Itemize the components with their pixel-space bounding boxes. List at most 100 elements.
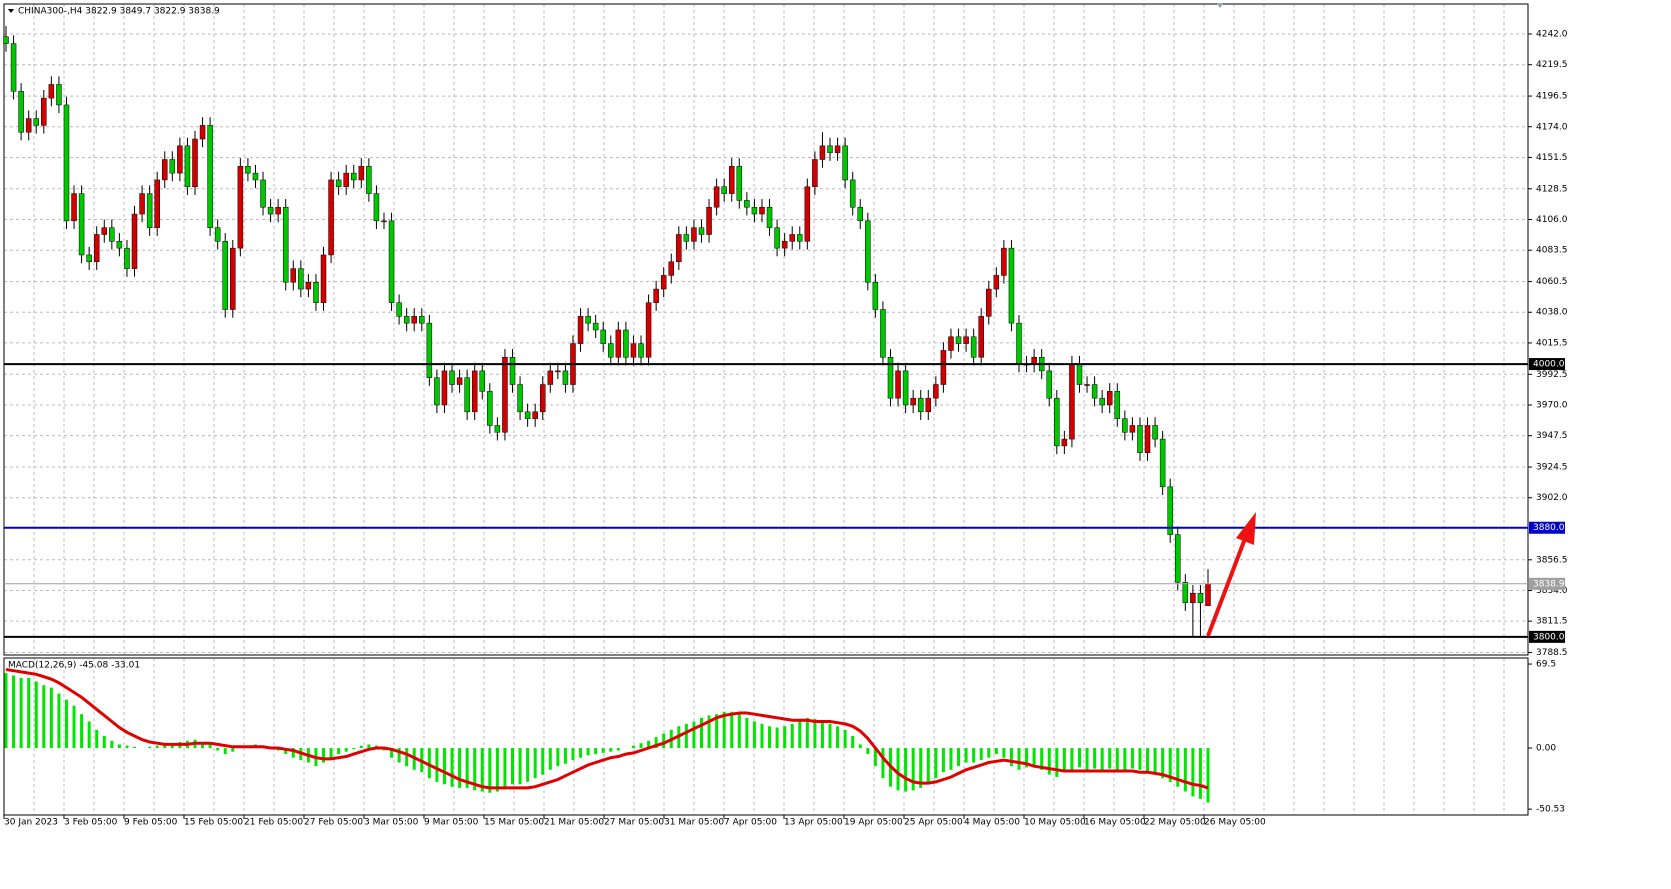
- candle-body: [366, 166, 372, 194]
- candle-body: [245, 166, 251, 174]
- candle-body: [781, 241, 788, 249]
- candle-body: [199, 125, 206, 140]
- y-tick-label: 3834.0: [1536, 586, 1568, 596]
- candle-body: [766, 206, 773, 228]
- macd-bar: [805, 717, 809, 749]
- arrow-head: [1236, 512, 1256, 545]
- macd-bar: [397, 748, 401, 763]
- macd-bar: [450, 748, 454, 787]
- candle-body: [933, 384, 939, 399]
- candle-body: [93, 234, 100, 263]
- macd-bar: [19, 677, 23, 749]
- macd-bar: [12, 675, 16, 749]
- y-tick-label: 3788.5: [1536, 648, 1568, 658]
- x-tick-label: 9 Mar 05:00: [424, 818, 479, 828]
- candle-body: [434, 377, 440, 406]
- macd-bar: [117, 744, 121, 749]
- candle-body: [774, 227, 780, 249]
- candle-body: [1091, 384, 1098, 399]
- candle-body: [970, 336, 977, 358]
- candle-body: [797, 234, 803, 242]
- candle-body: [267, 206, 274, 215]
- macd-bar: [329, 748, 333, 758]
- y-tick-label: 4060.5: [1536, 277, 1568, 287]
- candle-body: [456, 377, 463, 385]
- candle-body: [978, 316, 984, 358]
- x-tick-label: 3 Feb 05:00: [64, 818, 118, 828]
- candle-body: [290, 268, 297, 283]
- macd-bar: [601, 748, 605, 753]
- candle-body: [1001, 247, 1007, 276]
- candle-body: [275, 206, 281, 215]
- candle-body: [1046, 370, 1052, 399]
- macd-bar: [405, 748, 409, 767]
- candle-body: [343, 172, 349, 188]
- macd-bar: [1093, 748, 1097, 769]
- x-tick-label: 22 May 05:00: [1144, 818, 1206, 828]
- y-tick-label: 4219.5: [1536, 60, 1568, 70]
- macd-bar: [662, 733, 666, 749]
- candle-body: [744, 200, 750, 208]
- candle-body: [396, 302, 402, 317]
- candle-body: [577, 316, 584, 344]
- y-tick-label: 4083.5: [1536, 246, 1568, 256]
- candle-body: [600, 329, 606, 344]
- macd-bar: [284, 748, 288, 755]
- macd-bar: [102, 735, 106, 749]
- candle-body: [162, 159, 168, 181]
- macd-bar: [511, 748, 515, 785]
- candle-body: [1205, 583, 1211, 606]
- candle-body: [411, 316, 417, 324]
- macd-bar: [851, 735, 855, 749]
- y-tick-label: 4196.5: [1536, 92, 1568, 102]
- macd-bar: [72, 705, 76, 749]
- macd-bar: [1017, 748, 1021, 770]
- arrow-shaft: [1206, 535, 1248, 637]
- y-tick-label: 4174.0: [1536, 122, 1568, 132]
- candle-body: [502, 357, 508, 433]
- candle-body: [736, 166, 743, 201]
- menu-triangle[interactable]: [8, 9, 14, 13]
- macd-bar: [775, 727, 779, 749]
- candle-body: [728, 166, 735, 194]
- macd-bar: [586, 748, 590, 756]
- macd-bar: [435, 748, 439, 782]
- candle-body: [3, 36, 9, 44]
- candle-body: [154, 179, 160, 228]
- macd-bar: [1009, 748, 1013, 767]
- macd-bar: [223, 748, 227, 755]
- candle-body: [706, 206, 712, 235]
- macd-bar: [442, 748, 446, 785]
- y-tick-label: 4151.5: [1536, 153, 1568, 163]
- macd-bar: [322, 748, 326, 763]
- level-label-box: [1529, 521, 1565, 534]
- macd-bar: [1183, 748, 1187, 792]
- candle-body: [63, 104, 70, 222]
- level-label: 3800.0: [1533, 632, 1565, 642]
- candle-body: [1197, 592, 1204, 604]
- macd-bar: [768, 726, 772, 749]
- candle-body: [880, 309, 886, 358]
- candle-body: [313, 281, 319, 303]
- macd-bar: [684, 723, 688, 749]
- x-tick-label: 15 Mar 05:00: [484, 818, 544, 828]
- candle-body: [71, 193, 77, 222]
- candle-body: [78, 193, 85, 256]
- macd-bar: [548, 748, 552, 770]
- macd-bar: [790, 723, 794, 749]
- candle-body: [116, 241, 123, 249]
- candle-body: [222, 241, 228, 310]
- shift-marker[interactable]: [1216, 3, 1224, 8]
- macd-bar: [1146, 748, 1150, 773]
- macd-bar: [752, 721, 756, 749]
- macd-bar: [919, 748, 923, 788]
- macd-frame: [3, 657, 1529, 816]
- macd-bar: [556, 748, 560, 767]
- candle-body: [464, 377, 470, 413]
- candle-body: [230, 247, 236, 310]
- candle-body: [260, 179, 266, 208]
- candle-body: [623, 329, 629, 358]
- macd-bar: [95, 729, 99, 749]
- candle-body: [751, 206, 758, 215]
